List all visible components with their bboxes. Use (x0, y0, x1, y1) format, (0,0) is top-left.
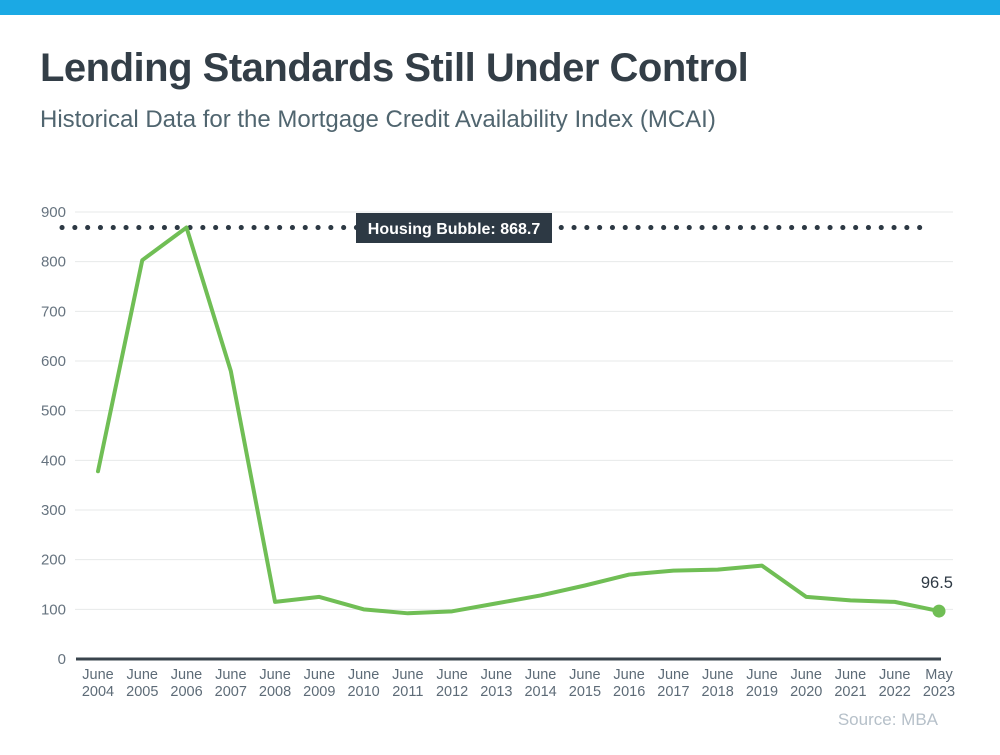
mcai-series-line (96, 225, 941, 616)
top-accent-bar (0, 0, 1000, 15)
last-point-label: 96.5 (921, 574, 953, 592)
last-point-marker (932, 604, 946, 618)
svg-text:600: 600 (41, 353, 66, 370)
y-gridlines (75, 211, 953, 610)
svg-text:500: 500 (41, 403, 66, 420)
svg-text:400: 400 (41, 452, 66, 469)
page-title: Lending Standards Still Under Control (40, 46, 749, 90)
svg-text:200: 200 (41, 552, 66, 569)
svg-text:0: 0 (58, 651, 66, 668)
svg-text:96.5: 96.5 (921, 574, 953, 592)
x-axis-labels: June 2004 June 2005 June 2006 June 2007 June 2008… (82, 667, 955, 700)
bubble-label: Housing Bubble: 868.7 (356, 213, 552, 243)
page-subtitle: Historical Data for the Mortgage Credit … (40, 106, 716, 133)
svg-text:Housing Bubble: 868.7: Housing Bubble: 868.7 (368, 221, 541, 238)
svg-text:900: 900 (41, 204, 66, 221)
svg-text:700: 700 (41, 303, 66, 320)
svg-text:100: 100 (41, 601, 66, 618)
y-axis-labels: 0 100 200 300 400 500 600 700 800 900 (41, 204, 66, 668)
svg-text:300: 300 (41, 502, 66, 519)
svg-text:800: 800 (41, 254, 66, 271)
source-credit: Source: MBA (837, 710, 938, 729)
